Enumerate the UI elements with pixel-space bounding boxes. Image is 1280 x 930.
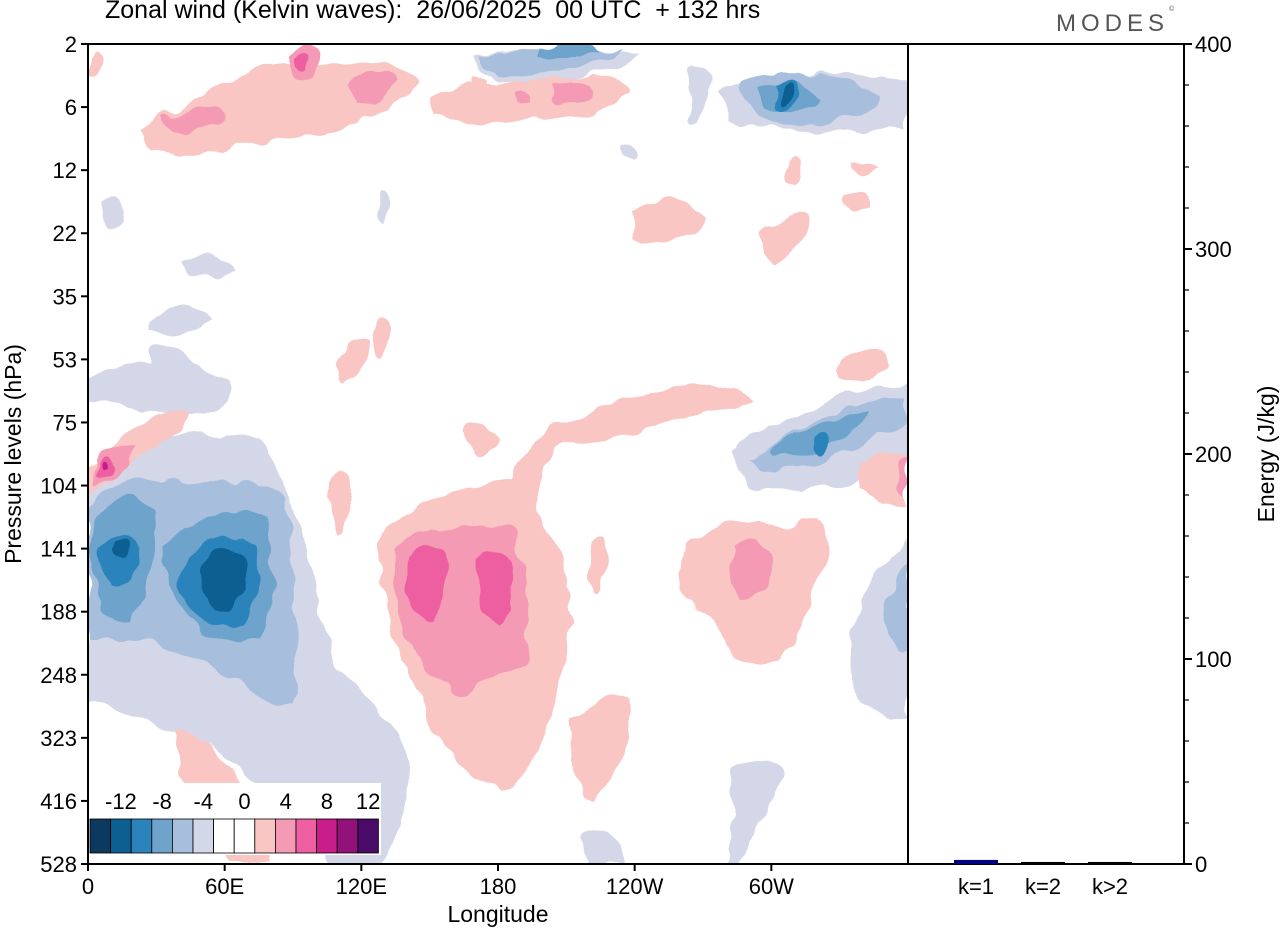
y-tick-label: 248 (40, 663, 77, 688)
energy-bar-k=2 (1021, 861, 1065, 864)
y-tick-label: 53 (53, 347, 77, 372)
y-axis-energy: 0 100 200 300 400 (1184, 32, 1232, 877)
energy-bar-k>2 (1088, 861, 1132, 864)
y-axis-label: Pressure levels (hPa) (0, 344, 26, 564)
colorbar-label: -8 (152, 789, 172, 814)
contour-band-pos-8 (98, 463, 106, 473)
wind-contour-field (88, 44, 908, 864)
energy-tick-label: 0 (1195, 852, 1207, 877)
colorbar-swatch (89, 818, 112, 854)
colorbar-swatch (130, 818, 153, 854)
colorbar-swatch (151, 818, 173, 854)
colorbar-swatch (110, 818, 132, 854)
contour-band-pos-6 (95, 55, 514, 625)
wavenumber-label: k>2 (1092, 874, 1128, 899)
y-tick-label: 22 (53, 221, 77, 246)
energy-bar-k=1 (954, 859, 998, 864)
energy-bars (954, 859, 1132, 864)
chart-title: Zonal wind (Kelvin waves): 26/06/2025 00… (105, 0, 761, 24)
energy-tick-label: 400 (1195, 32, 1232, 57)
colorbar-swatch (274, 818, 297, 854)
colorbar-swatch (316, 818, 338, 854)
x-axis-wavenumber: k=1 k=2 k>2 (958, 874, 1128, 899)
energy-axis-label: Energy (J/kg) (1253, 386, 1279, 523)
y-tick-label: 12 (53, 158, 77, 183)
colorbar-swatch (233, 818, 256, 854)
colorbar-label: 12 (356, 789, 380, 814)
colorbar-swatch (171, 818, 194, 854)
x-tick-label: 120E (336, 874, 387, 899)
wavenumber-label: k=2 (1025, 874, 1061, 899)
colorbar-label: 4 (280, 789, 292, 814)
x-tick-label: 60W (749, 874, 794, 899)
colorbar-label: -12 (105, 789, 137, 814)
energy-plot-frame (907, 43, 1185, 865)
x-axis-label: Longitude (447, 901, 548, 927)
colorbar-swatch (295, 818, 318, 854)
y-tick-label: 141 (40, 537, 77, 562)
x-tick-label: 120W (606, 874, 664, 899)
colorbar-swatch (254, 818, 276, 854)
colorbar-swatch (336, 818, 359, 854)
colorbar-label: 0 (238, 789, 250, 814)
x-tick-label: 180 (480, 874, 517, 899)
y-tick-label: 416 (40, 789, 77, 814)
brand-text: MODES (1056, 10, 1170, 37)
energy-tick-label: 100 (1195, 647, 1232, 672)
y-axis-pressure: 2 6 12 22 35 53 75 104 141 188 248 323 416 528 (40, 32, 88, 877)
colorbar-swatch (357, 818, 379, 854)
y-tick-label: 2 (65, 32, 77, 57)
x-axis: 0 60E 120E 180 120W 60W (82, 864, 794, 899)
y-tick-label: 6 (65, 95, 77, 120)
x-tick-label: 0 (82, 874, 94, 899)
y-tick-label: 188 (40, 600, 77, 625)
y-tick-label: 323 (40, 726, 77, 751)
energy-tick-label: 300 (1195, 237, 1232, 262)
contour-band-neg-10 (115, 85, 795, 612)
colorbar-swatch (192, 818, 215, 854)
colorbar-swatch (213, 818, 235, 854)
wavenumber-label: k=1 (958, 874, 994, 899)
colorbar-legend: -12 -8 -4 0 4 8 12 (89, 783, 381, 855)
y-tick-label: 104 (40, 474, 77, 499)
energy-tick-label: 200 (1195, 442, 1232, 467)
y-tick-label: 75 (53, 410, 77, 435)
colorbar-label: 8 (321, 789, 333, 814)
brand-logo: MODES© (1056, 6, 1175, 37)
x-tick-label: 60E (205, 874, 244, 899)
y-tick-label: 528 (40, 852, 77, 877)
colorbar-label: -4 (194, 789, 214, 814)
y-tick-label: 35 (53, 284, 77, 309)
